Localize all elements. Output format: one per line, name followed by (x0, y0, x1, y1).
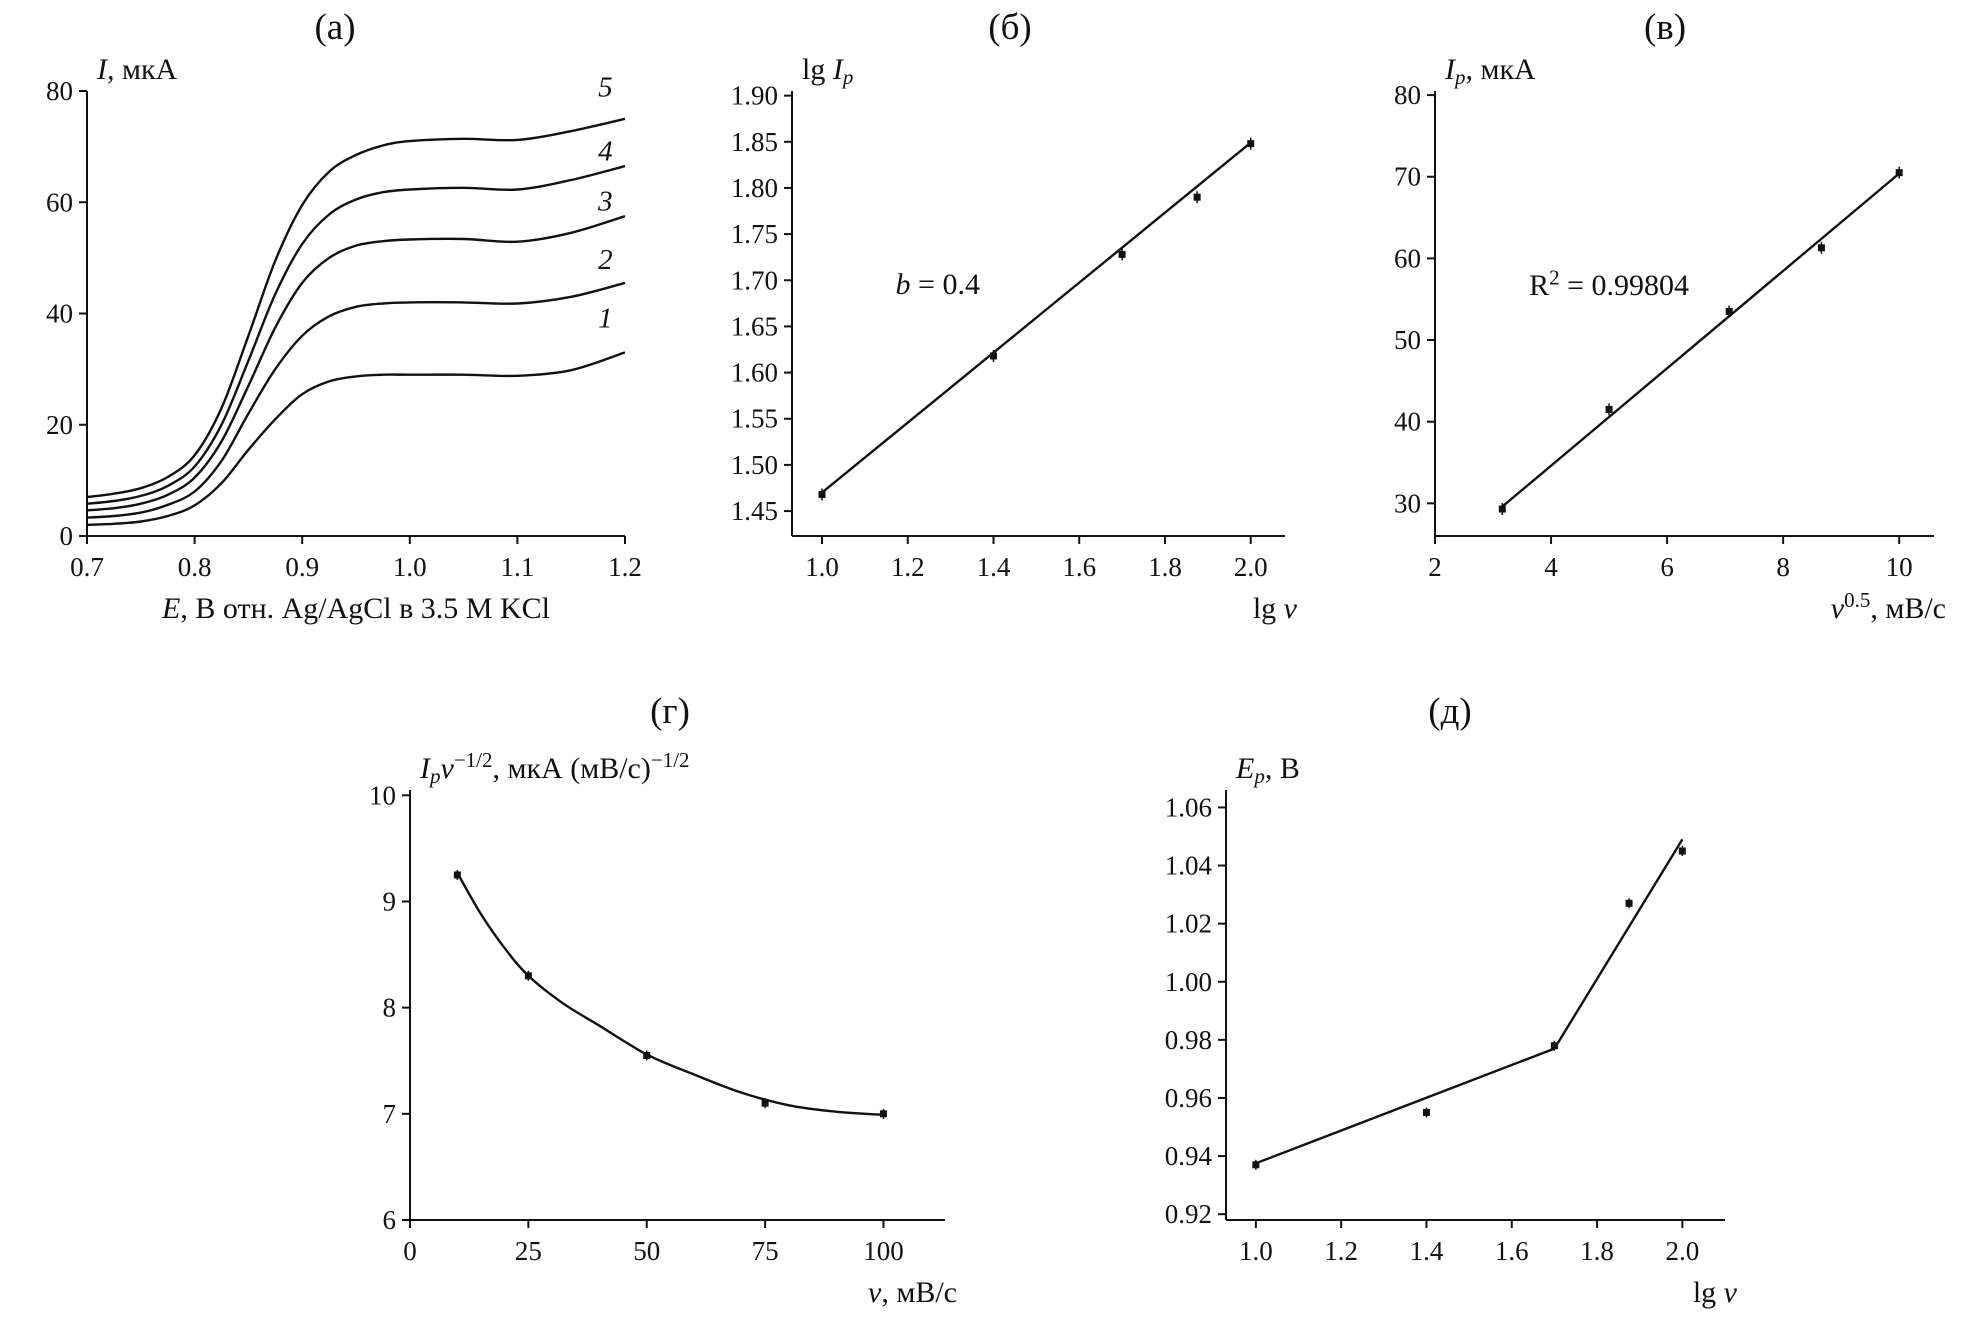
svg-text:1.0: 1.0 (393, 552, 427, 582)
svg-text:25: 25 (515, 1236, 542, 1266)
svg-text:0.8: 0.8 (178, 552, 212, 582)
svg-text:1.4: 1.4 (1410, 1236, 1444, 1266)
svg-text:80: 80 (46, 76, 73, 106)
svg-text:10: 10 (1886, 552, 1913, 582)
svg-text:Ep, В: Ep, В (1235, 752, 1300, 788)
svg-text:0.98: 0.98 (1165, 1025, 1212, 1055)
svg-text:lg v: lg v (1253, 592, 1298, 625)
svg-text:2: 2 (1428, 552, 1442, 582)
svg-text:1.0: 1.0 (1239, 1236, 1273, 1266)
svg-text:4: 4 (598, 136, 613, 168)
svg-text:1.55: 1.55 (731, 404, 778, 434)
svg-text:v, мВ/с: v, мВ/с (868, 1276, 957, 1309)
svg-text:50: 50 (633, 1236, 660, 1266)
svg-text:E, В отн. Ag/AgCl в 3.5 М KCl: E, В отн. Ag/AgCl в 3.5 М KCl (161, 592, 550, 625)
svg-text:100: 100 (863, 1236, 904, 1266)
svg-text:lg v: lg v (1693, 1276, 1738, 1309)
svg-text:1.1: 1.1 (501, 552, 535, 582)
svg-text:3: 3 (597, 186, 613, 218)
svg-text:5: 5 (598, 72, 613, 104)
svg-text:1.50: 1.50 (731, 450, 778, 480)
panel-d-label: (д) (1428, 691, 1472, 732)
panel-a-chart: 0.7 0.8 0.9 1.0 1.1 1.2 0 20 40 60 80 I, мкА E, В от… (46, 56, 642, 625)
svg-text:1.8: 1.8 (1580, 1236, 1614, 1266)
svg-text:0.94: 0.94 (1165, 1141, 1213, 1171)
svg-text:1.2: 1.2 (608, 552, 642, 582)
svg-text:1.45: 1.45 (731, 496, 778, 526)
svg-text:80: 80 (1394, 80, 1421, 110)
svg-text:b = 0.4: b = 0.4 (896, 268, 980, 301)
svg-text:8: 8 (1776, 552, 1790, 582)
svg-text:9: 9 (383, 886, 397, 916)
svg-text:75: 75 (752, 1236, 779, 1266)
svg-text:2.0: 2.0 (1665, 1236, 1699, 1266)
panel-b: (б) 1.0 1.2 1.4 1.6 1.8 2.0 1.45 1.50 1.55 1.60 1.… (690, 4, 1330, 636)
panel-b-chart: 1.0 1.2 1.4 1.6 1.8 2.0 1.45 1.50 1.55 1.60 1.65 1.… (731, 56, 1298, 625)
svg-text:70: 70 (1394, 162, 1421, 192)
panel-g-chart: 0 25 50 75 100 6 7 8 9 10 Ipv−1/2, мкА (мВ/с)−1/2 v… (369, 748, 957, 1309)
svg-text:1.0: 1.0 (805, 552, 839, 582)
svg-text:1.70: 1.70 (731, 265, 778, 295)
svg-text:1.04: 1.04 (1165, 851, 1213, 881)
svg-text:0: 0 (403, 1236, 417, 1266)
svg-text:0.9: 0.9 (285, 552, 319, 582)
panel-d: (д) 1.0 1.2 1.4 1.6 1.8 2.0 0.92 0.94 0.96 0.98 1.… (1120, 688, 1780, 1320)
svg-text:0.92: 0.92 (1165, 1199, 1212, 1229)
panel-c-chart: 2 4 6 8 10 30 40 50 60 70 80 Ip, мкА v0.5, мВ/с R2 = … (1394, 56, 1946, 625)
svg-text:2: 2 (598, 244, 613, 276)
svg-text:60: 60 (1394, 243, 1421, 273)
svg-text:6: 6 (1660, 552, 1674, 582)
svg-text:10: 10 (369, 780, 396, 810)
svg-text:0: 0 (60, 521, 74, 551)
svg-text:7: 7 (383, 1099, 397, 1129)
svg-text:1.60: 1.60 (731, 358, 778, 388)
svg-text:60: 60 (46, 187, 73, 217)
svg-text:4: 4 (1544, 552, 1558, 582)
svg-text:1.00: 1.00 (1165, 967, 1212, 997)
svg-text:lg Ip: lg Ip (802, 56, 853, 89)
svg-text:30: 30 (1394, 488, 1421, 518)
svg-text:I, мкА: I, мкА (96, 56, 178, 86)
panel-a-label: (а) (314, 7, 356, 48)
svg-text:1.8: 1.8 (1148, 552, 1182, 582)
svg-text:1.2: 1.2 (1324, 1236, 1358, 1266)
svg-text:1.75: 1.75 (731, 219, 778, 249)
svg-text:20: 20 (46, 410, 73, 440)
svg-text:40: 40 (46, 299, 73, 329)
svg-text:1.85: 1.85 (731, 127, 778, 157)
svg-text:1.6: 1.6 (1062, 552, 1096, 582)
svg-text:Ip, мкА: Ip, мкА (1444, 56, 1536, 89)
svg-text:Ipv−1/2, мкА (мВ/с)−1/2: Ipv−1/2, мкА (мВ/с)−1/2 (419, 748, 690, 788)
svg-text:1: 1 (598, 302, 613, 334)
panel-c: (в) 2 4 6 8 10 30 40 50 60 70 80 Ip, мкА v0.5, мВ/с R… (1355, 4, 1975, 636)
panel-b-label: (б) (988, 7, 1032, 48)
panel-d-chart: 1.0 1.2 1.4 1.6 1.8 2.0 0.92 0.94 0.96 0.98 1.00 1.… (1165, 752, 1738, 1309)
svg-text:R2 = 0.99804: R2 = 0.99804 (1529, 265, 1689, 302)
svg-text:0.7: 0.7 (70, 552, 104, 582)
svg-text:1.65: 1.65 (731, 311, 778, 341)
svg-text:1.02: 1.02 (1165, 909, 1212, 939)
svg-text:1.6: 1.6 (1495, 1236, 1529, 1266)
svg-text:2.0: 2.0 (1234, 552, 1268, 582)
panel-a: (а) 0.7 0.8 0.9 1.0 1.1 1.2 0 20 40 60 80 I, мкА E, … (5, 4, 665, 636)
svg-text:50: 50 (1394, 325, 1421, 355)
svg-text:40: 40 (1394, 407, 1421, 437)
panel-c-label: (в) (1643, 7, 1687, 48)
svg-text:1.2: 1.2 (891, 552, 925, 582)
svg-text:1.06: 1.06 (1165, 792, 1212, 822)
svg-text:6: 6 (383, 1205, 397, 1235)
svg-text:8: 8 (383, 993, 397, 1023)
svg-text:0.96: 0.96 (1165, 1083, 1212, 1113)
svg-text:1.90: 1.90 (731, 81, 778, 111)
svg-text:v0.5, мВ/с: v0.5, мВ/с (1831, 588, 1946, 625)
svg-text:1.80: 1.80 (731, 173, 778, 203)
svg-text:1.4: 1.4 (977, 552, 1011, 582)
panel-g: (г) 0 25 50 75 100 6 7 8 9 10 Ipv−1/2, мкА (мВ/с)−… (330, 688, 1010, 1320)
panel-g-label: (г) (650, 691, 690, 732)
